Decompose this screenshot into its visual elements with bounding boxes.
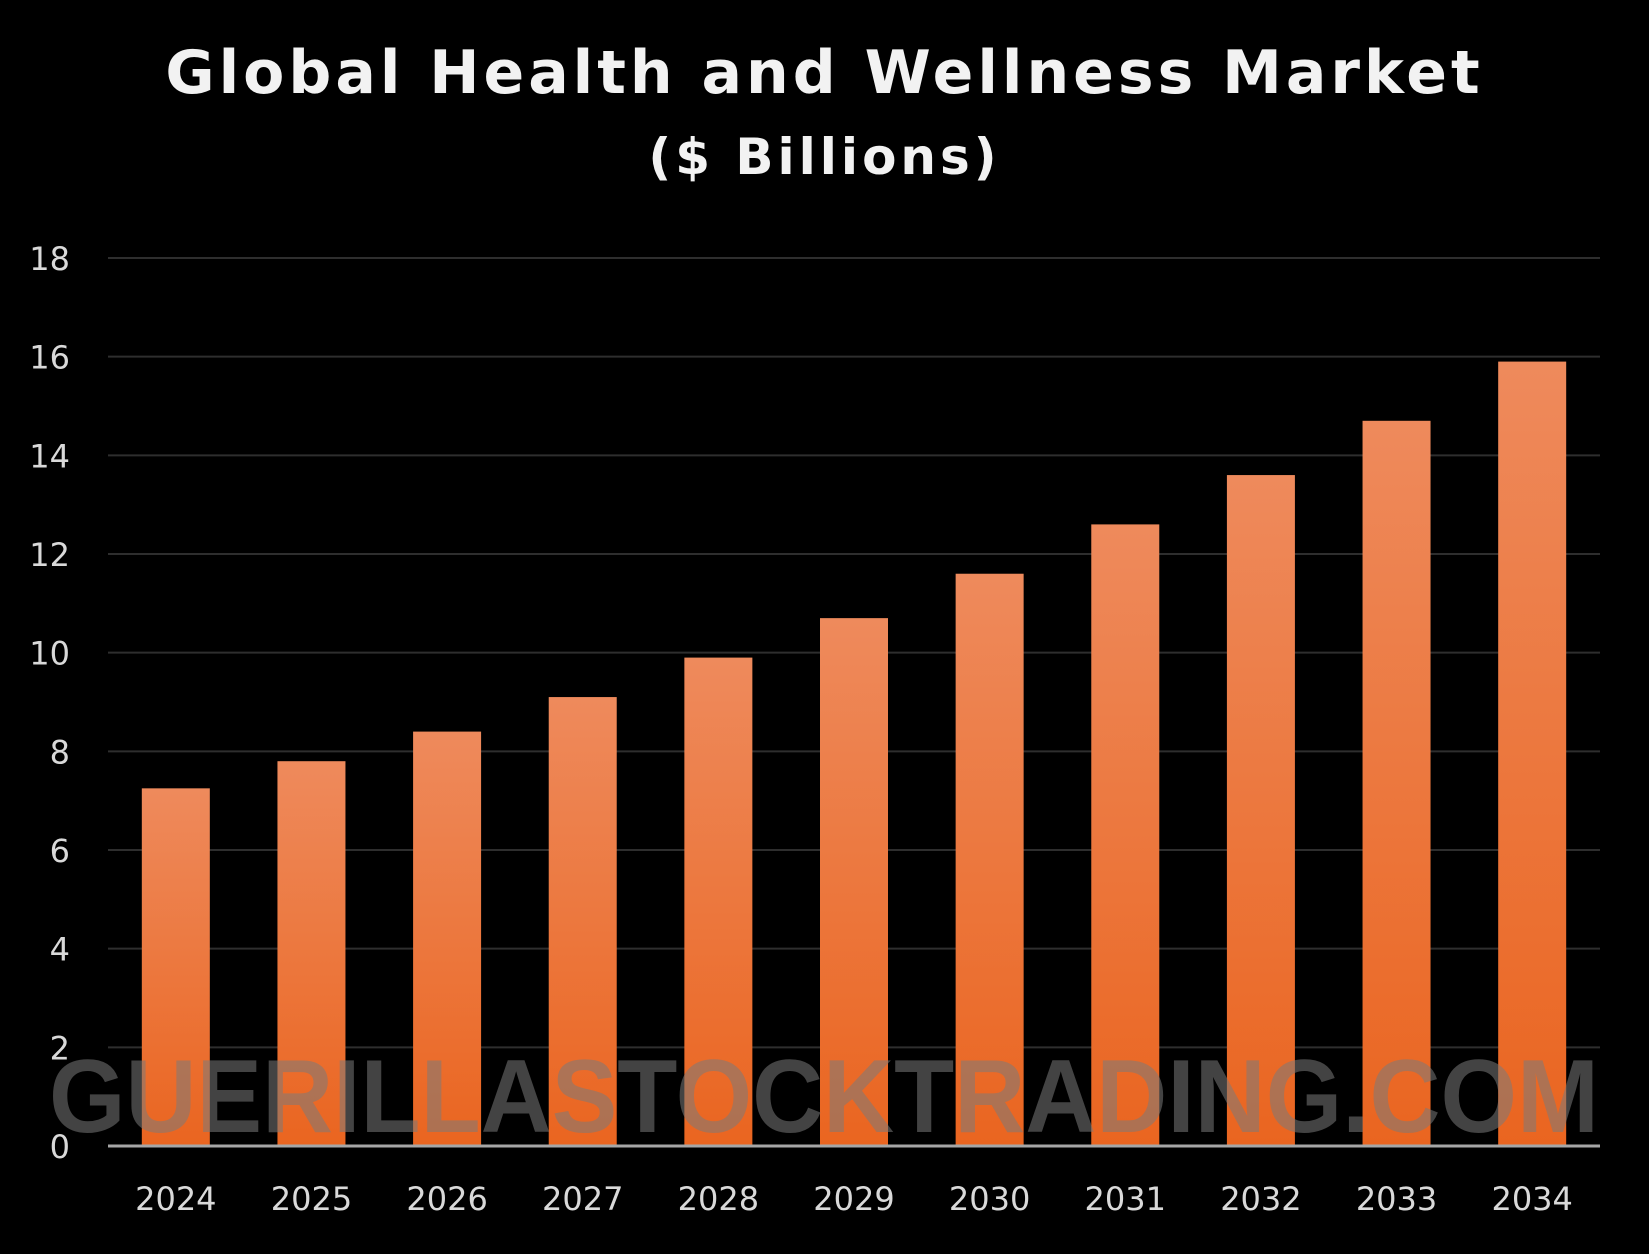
x-tick-label: 2028: [678, 1180, 759, 1218]
y-tick-label: 18: [29, 240, 70, 278]
y-tick-label: 16: [29, 339, 70, 377]
bar-2034: [1498, 361, 1567, 1147]
x-axis-tick-labels: 2024 2025 2026 2027 2028 2029 2030 2031 2032 2033…: [135, 1180, 1573, 1218]
x-tick-label: 2027: [542, 1180, 623, 1218]
chart-title: Global Health and Wellness Market: [165, 38, 1484, 108]
chart-subtitle: ($ Billions): [648, 128, 1001, 186]
bar-2027: [548, 697, 617, 1146]
bars: [141, 361, 1567, 1147]
bar-2030: [955, 573, 1024, 1146]
y-axis-tick-labels: 0 2 4 6 8 10 12 14 16 18: [29, 240, 70, 1166]
x-tick-label: 2026: [406, 1180, 487, 1218]
bar-2025: [277, 761, 346, 1146]
x-tick-label: 2029: [813, 1180, 894, 1218]
x-tick-label: 2025: [271, 1180, 352, 1218]
y-tick-label: 12: [29, 536, 70, 574]
bar-2028: [684, 657, 753, 1146]
x-tick-label: 2032: [1220, 1180, 1301, 1218]
bar-2026: [413, 731, 482, 1146]
y-tick-label: 14: [29, 437, 70, 475]
y-tick-label: 8: [50, 733, 70, 771]
y-tick-label: 2: [50, 1029, 70, 1067]
y-tick-label: 10: [29, 635, 70, 673]
x-tick-label: 2030: [949, 1180, 1030, 1218]
bar-2031: [1091, 524, 1160, 1146]
bar-2032: [1226, 475, 1295, 1147]
x-tick-label: 2031: [1085, 1180, 1166, 1218]
y-tick-label: 6: [50, 832, 70, 870]
y-tick-label: 4: [50, 931, 70, 969]
y-tick-label: 0: [50, 1128, 70, 1166]
bar-2033: [1362, 420, 1431, 1146]
x-tick-label: 2024: [135, 1180, 216, 1218]
watermark: GUERILLASTOCKTRADING.COM: [49, 1039, 1599, 1155]
x-tick-label: 2033: [1356, 1180, 1437, 1218]
bar-2024: [141, 788, 210, 1146]
bar-2029: [820, 618, 888, 1146]
x-tick-label: 2034: [1491, 1180, 1572, 1218]
